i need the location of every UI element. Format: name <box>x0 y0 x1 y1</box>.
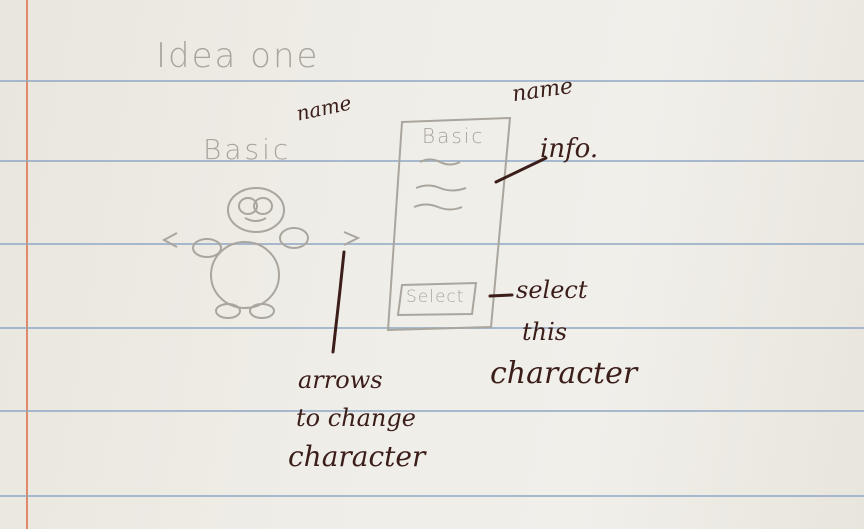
info-squiggle <box>413 203 463 211</box>
select-annotation-line: character <box>490 356 638 391</box>
page-title: Idea one <box>156 36 320 76</box>
ruled-line <box>0 410 864 412</box>
ruled-line <box>0 495 864 497</box>
arrow-right-icon[interactable] <box>343 231 361 246</box>
info-squiggle <box>419 158 461 166</box>
ruled-line <box>0 80 864 82</box>
arrows-pointer-line <box>331 250 346 354</box>
info-annotation: info. <box>540 134 599 164</box>
ruled-line <box>0 160 864 162</box>
arrow-left-icon[interactable] <box>161 232 178 248</box>
info-panel-box <box>386 116 512 332</box>
info-pointer-line <box>494 156 548 184</box>
select-annotation-line: select <box>516 276 588 304</box>
select-pointer-line <box>488 293 514 298</box>
character-figure <box>192 187 309 319</box>
info-squiggle <box>415 184 467 192</box>
arrows-annotation-line: arrows <box>298 366 383 394</box>
panel-name: Basic <box>422 124 485 148</box>
select-button[interactable]: Select <box>406 287 465 307</box>
select-annotation-line: this <box>522 318 568 346</box>
character-name: Basic <box>203 133 292 166</box>
select-button-box[interactable] <box>396 281 478 317</box>
arrows-annotation-line: to change <box>296 404 416 432</box>
arrows-annotation-line: character <box>288 440 426 473</box>
ruled-line <box>0 243 864 245</box>
margin-line <box>26 0 28 529</box>
